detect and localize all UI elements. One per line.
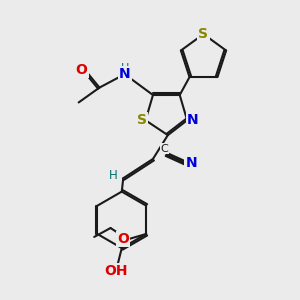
Text: O: O [117, 232, 129, 246]
Text: N: N [185, 156, 197, 170]
Text: H: H [110, 169, 118, 182]
Text: O: O [76, 63, 88, 77]
Text: C: C [161, 143, 168, 154]
Text: OH: OH [105, 264, 128, 278]
Text: N: N [187, 113, 198, 127]
Text: S: S [137, 113, 147, 127]
Text: H: H [121, 63, 129, 73]
Text: N: N [119, 67, 130, 81]
Text: S: S [199, 27, 208, 41]
